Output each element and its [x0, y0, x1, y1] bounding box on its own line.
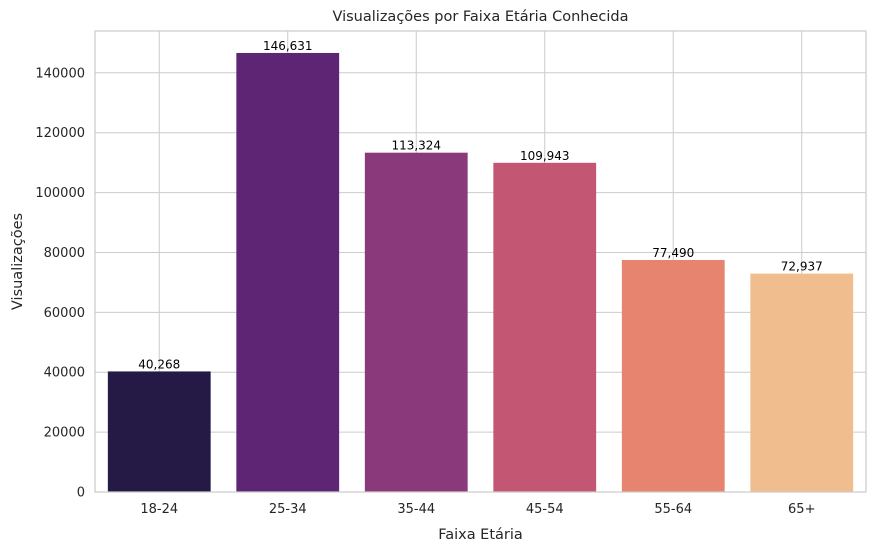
data-label: 77,490: [652, 246, 694, 260]
x-tick-label: 18-24: [140, 502, 178, 517]
data-label-layer: 40,268 146,631 113,324 109,943 77,490 72,937: [138, 39, 823, 371]
x-tick-label: 65+: [788, 502, 815, 517]
x-tick-layer: 18-24 25-34 35-44 45-54 55-64 65+: [140, 502, 815, 517]
x-tick-label: 35-44: [397, 502, 435, 517]
y-tick-label: 60000: [44, 306, 85, 321]
y-tick-label: 120000: [35, 126, 85, 141]
y-tick-label: 40000: [44, 366, 85, 381]
bar-layer: [107, 52, 854, 492]
bar-35-44: [364, 152, 468, 492]
bar-55-64: [621, 259, 725, 492]
y-tick-label: 0: [77, 486, 85, 501]
x-axis-label: Faixa Etária: [438, 527, 523, 543]
y-tick-layer: 0 20000 40000 60000 80000 100000 120000 140000: [35, 66, 85, 500]
data-label: 72,937: [781, 260, 823, 274]
x-tick-label: 45-54: [526, 502, 564, 517]
plot-frame: [94, 30, 867, 493]
x-tick-label: 55-64: [654, 502, 692, 517]
y-tick-label: 80000: [44, 246, 85, 261]
data-label: 113,324: [391, 139, 441, 153]
data-label: 109,943: [520, 149, 570, 163]
y-tick-label: 20000: [44, 426, 85, 441]
bar-45-54: [493, 162, 597, 492]
bar-65+: [750, 273, 854, 492]
x-tick-label: 25-34: [269, 502, 307, 517]
y-tick-label: 100000: [35, 186, 85, 201]
bar-18-24: [107, 371, 211, 492]
y-tick-label: 140000: [35, 66, 85, 81]
data-label: 146,631: [263, 39, 313, 53]
chart-title: Visualizações por Faixa Etária Conhecida: [333, 9, 629, 25]
data-label: 40,268: [138, 357, 180, 371]
bar-25-34: [236, 52, 340, 492]
y-axis-label: Visualizações: [10, 213, 26, 310]
